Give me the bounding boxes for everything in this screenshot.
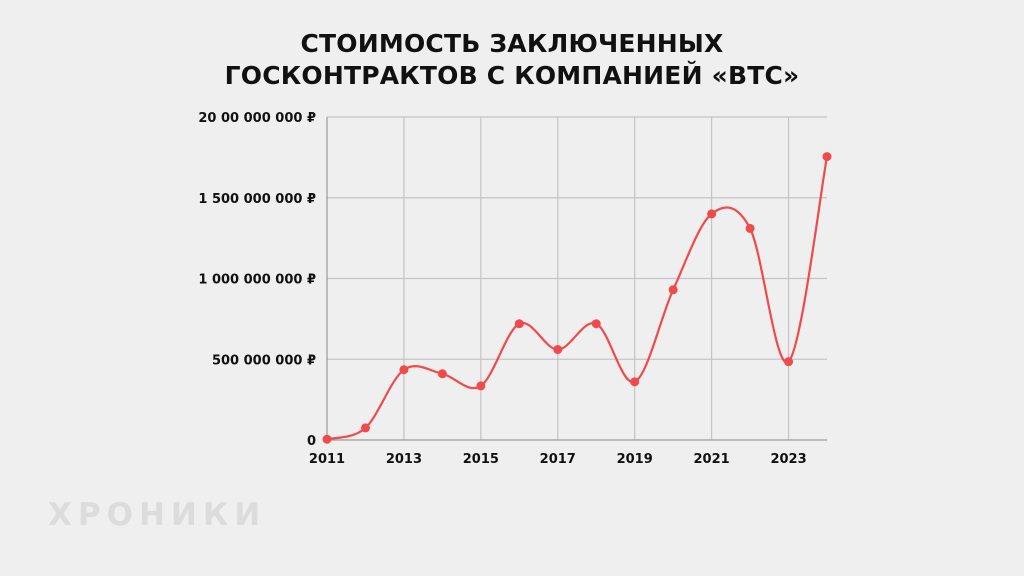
- x-axis-ticks: 2011 2013 2015 2017 2019 2021 2023: [309, 452, 807, 467]
- x-tick-label: 2015: [463, 452, 499, 467]
- data-point: [437, 369, 447, 379]
- x-tick-label: 2019: [617, 452, 653, 467]
- grid-layer: [326, 116, 827, 441]
- y-tick-label: 500 000 000 ₽: [212, 353, 316, 368]
- data-point: [668, 285, 678, 295]
- data-point: [476, 381, 486, 391]
- series-line: [326, 156, 829, 441]
- watermark-logo: ХРОНИКИ: [48, 497, 267, 533]
- data-point: [822, 152, 832, 162]
- chart-title-line-2: ГОСКОНТРАКТОВ С КОМПАНИЕЙ «ВТС»: [224, 61, 800, 90]
- data-point: [322, 434, 332, 444]
- y-tick-label: 1 000 000 000 ₽: [198, 273, 316, 288]
- data-point: [399, 365, 409, 375]
- y-tick-label: 20 00 000 000 ₽: [198, 111, 316, 126]
- data-point: [707, 209, 717, 219]
- y-axis-ticks: 0 500 000 000 ₽ 1 000 000 000 ₽ 1 500 000 0…: [198, 111, 316, 449]
- data-point: [630, 377, 640, 387]
- chart-title-line-1: СТОИМОСТЬ ЗАКЛЮЧЕННЫХ: [300, 29, 724, 58]
- x-tick-label: 2021: [694, 452, 730, 467]
- data-point: [360, 423, 370, 433]
- y-tick-label: 0: [307, 434, 316, 449]
- x-tick-label: 2017: [540, 452, 576, 467]
- chart-title: СТОИМОСТЬ ЗАКЛЮЧЕННЫХ ГОСКОНТРАКТОВ С КО…: [0, 28, 1024, 92]
- x-tick-label: 2013: [386, 452, 422, 467]
- data-point: [514, 319, 524, 329]
- data-point: [591, 319, 601, 329]
- y-tick-label: 1 500 000 000 ₽: [198, 192, 316, 207]
- x-tick-label: 2011: [309, 452, 345, 467]
- series-layer: [322, 152, 832, 444]
- x-tick-label: 2023: [770, 452, 806, 467]
- data-point: [745, 223, 755, 233]
- data-point: [553, 345, 563, 355]
- data-point: [784, 357, 794, 367]
